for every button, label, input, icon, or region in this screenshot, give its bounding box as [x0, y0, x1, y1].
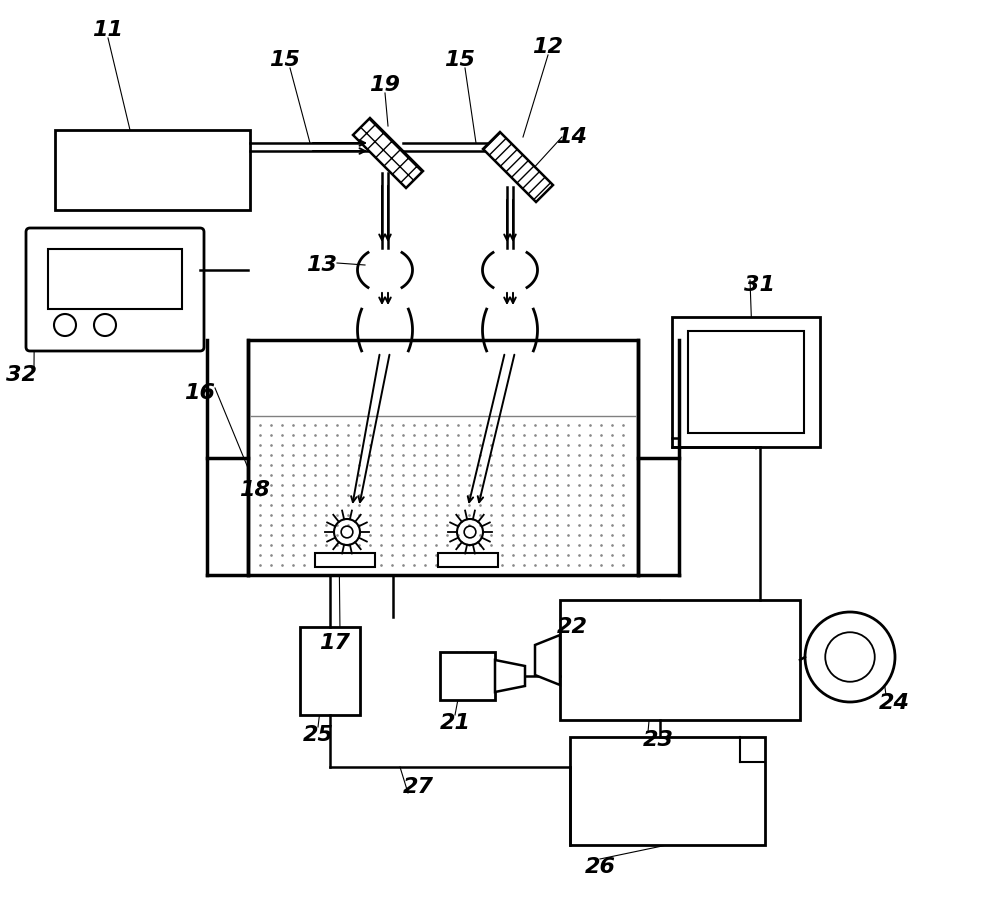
Bar — [483, 132, 553, 202]
Text: 25: 25 — [302, 725, 334, 745]
Text: 31: 31 — [744, 275, 776, 295]
Bar — [438, 553, 498, 567]
Bar — [688, 331, 804, 433]
Text: 15: 15 — [444, 50, 476, 70]
Polygon shape — [535, 635, 560, 685]
Text: 11: 11 — [92, 20, 124, 40]
Text: 15: 15 — [270, 50, 300, 70]
Text: 21: 21 — [440, 713, 471, 733]
Bar — [672, 317, 820, 447]
Circle shape — [341, 526, 353, 538]
Text: 18: 18 — [240, 480, 270, 500]
Circle shape — [464, 526, 476, 538]
Circle shape — [94, 314, 116, 336]
FancyBboxPatch shape — [26, 228, 204, 351]
Bar — [300, 627, 360, 715]
Bar — [570, 737, 765, 845]
Bar — [440, 652, 495, 700]
Circle shape — [805, 612, 895, 702]
Bar — [252, 416, 634, 571]
Text: 12: 12 — [532, 37, 564, 57]
Circle shape — [54, 314, 76, 336]
Text: 26: 26 — [584, 857, 616, 877]
Polygon shape — [495, 660, 525, 692]
Text: 13: 13 — [306, 255, 338, 275]
Bar — [560, 600, 800, 720]
Text: 23: 23 — [642, 730, 674, 750]
Bar — [315, 553, 375, 567]
Text: 16: 16 — [184, 383, 216, 403]
Text: 22: 22 — [556, 617, 588, 637]
Bar — [48, 249, 182, 309]
Text: 17: 17 — [320, 633, 351, 653]
Text: 19: 19 — [370, 75, 400, 95]
Bar — [55, 130, 250, 210]
Text: 32: 32 — [7, 365, 38, 385]
Text: 24: 24 — [879, 693, 910, 713]
Text: 27: 27 — [402, 777, 434, 797]
Bar — [248, 340, 638, 575]
Bar — [353, 118, 423, 188]
Text: 14: 14 — [556, 127, 588, 147]
